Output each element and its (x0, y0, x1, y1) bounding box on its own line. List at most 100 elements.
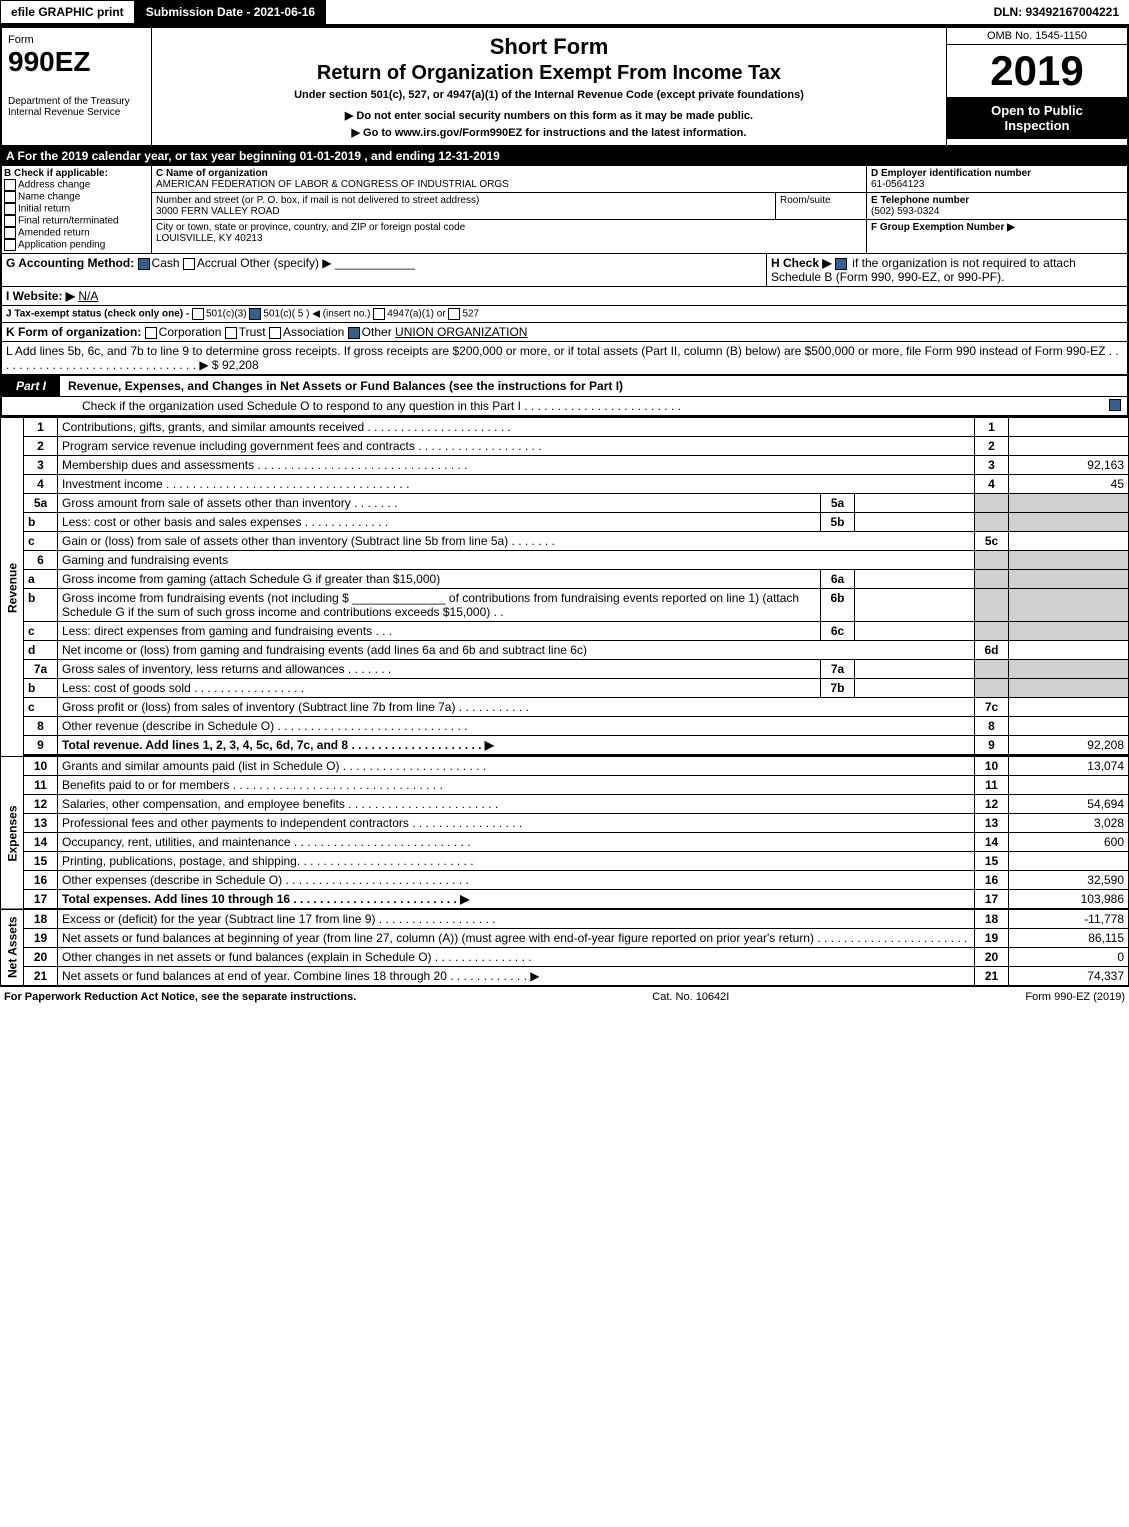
cb-schedule-o-used[interactable] (1109, 399, 1121, 411)
l20-ln: 20 (975, 948, 1009, 967)
room-suite-label: Room/suite (780, 195, 831, 206)
cb-application-pending[interactable] (4, 239, 16, 251)
line-a: A For the 2019 calendar year, or tax yea… (0, 147, 1129, 166)
opt-amended-return: Amended return (18, 228, 90, 239)
l17-text: Total expenses. Add lines 10 through 16 … (58, 890, 975, 910)
l12-num: 12 (24, 795, 58, 814)
cb-address-change[interactable] (4, 179, 16, 191)
l5b-sl: 5b (821, 513, 855, 532)
part-1-check-row: Check if the organization used Schedule … (0, 397, 1129, 417)
submission-date-button[interactable]: Submission Date - 2021-06-16 (135, 0, 326, 24)
l5a-text: Gross amount from sale of assets other t… (58, 494, 821, 513)
g-cash: Cash (152, 256, 180, 270)
l20-text: Other changes in net assets or fund bala… (58, 948, 975, 967)
l6d-amt (1009, 641, 1129, 660)
cb-4947[interactable] (373, 308, 385, 320)
l19-ln: 19 (975, 929, 1009, 948)
subtitle: Under section 501(c), 527, or 4947(a)(1)… (158, 89, 940, 101)
l1-num: 1 (24, 418, 58, 437)
l2-num: 2 (24, 437, 58, 456)
line-a-text: A For the 2019 calendar year, or tax yea… (2, 147, 504, 165)
l6-text: Gaming and fundraising events (58, 551, 975, 570)
k-assoc: Association (283, 325, 344, 339)
l2-amt (1009, 437, 1129, 456)
c-label: C Name of organization (156, 168, 268, 179)
open-to-public: Open to Public (953, 103, 1121, 118)
l10-amt: 13,074 (1009, 757, 1129, 776)
cb-501c[interactable] (249, 308, 261, 320)
ssn-warning: ▶ Do not enter social security numbers o… (158, 109, 940, 122)
opt-name-change: Name change (18, 192, 80, 203)
l21-text: Net assets or fund balances at end of ye… (58, 967, 975, 987)
l15-text: Printing, publications, postage, and shi… (58, 852, 975, 871)
l1-amt (1009, 418, 1129, 437)
l10-num: 10 (24, 757, 58, 776)
l17-ln: 17 (975, 890, 1009, 910)
opt-address-change: Address change (18, 180, 90, 191)
cb-527[interactable] (448, 308, 460, 320)
l13-text: Professional fees and other payments to … (58, 814, 975, 833)
k-trust: Trust (239, 325, 266, 339)
l-text: L Add lines 5b, 6c, and 7b to line 9 to … (6, 344, 1119, 372)
d-label: D Employer identification number (871, 168, 1031, 179)
inspection-label: Inspection (953, 118, 1121, 133)
l18-ln: 18 (975, 909, 1009, 929)
org-name: AMERICAN FEDERATION OF LABOR & CONGRESS … (156, 179, 509, 190)
cb-initial-return[interactable] (4, 203, 16, 215)
cb-other-org[interactable] (348, 327, 360, 339)
l8-num: 8 (24, 717, 58, 736)
cb-final-return[interactable] (4, 215, 16, 227)
l16-amt: 32,590 (1009, 871, 1129, 890)
l6a-sv (855, 570, 975, 589)
l6d-num: d (24, 641, 58, 660)
form-number: 990EZ (8, 46, 145, 78)
l21-num: 21 (24, 967, 58, 987)
l7c-amt (1009, 698, 1129, 717)
l11-ln: 11 (975, 776, 1009, 795)
l4-num: 4 (24, 475, 58, 494)
cb-accrual[interactable] (183, 258, 195, 270)
l16-num: 16 (24, 871, 58, 890)
footer-left: For Paperwork Reduction Act Notice, see … (4, 991, 356, 1003)
l21-ln: 21 (975, 967, 1009, 987)
l15-num: 15 (24, 852, 58, 871)
efile-button[interactable]: efile GRAPHIC print (0, 0, 135, 24)
l6d-text: Net income or (loss) from gaming and fun… (58, 641, 975, 660)
l14-amt: 600 (1009, 833, 1129, 852)
g-label: G Accounting Method: (6, 256, 134, 270)
l15-ln: 15 (975, 852, 1009, 871)
top-toolbar: efile GRAPHIC print Submission Date - 20… (0, 0, 1129, 26)
l7b-sv (855, 679, 975, 698)
l6c-sv (855, 622, 975, 641)
part-1-label: Part I (2, 376, 60, 396)
form-word: Form (8, 34, 145, 46)
l12-amt: 54,694 (1009, 795, 1129, 814)
l10-text: Grants and similar amounts paid (list in… (58, 757, 975, 776)
l8-amt (1009, 717, 1129, 736)
opt-initial-return: Initial return (18, 204, 70, 215)
l1-text: Contributions, gifts, grants, and simila… (58, 418, 975, 437)
l5b-sv (855, 513, 975, 532)
tax-year: 2019 (947, 45, 1127, 97)
cb-name-change[interactable] (4, 191, 16, 203)
goto-link[interactable]: ▶ Go to www.irs.gov/Form990EZ for instru… (352, 127, 747, 139)
cb-assoc[interactable] (269, 327, 281, 339)
j-527: 527 (462, 309, 479, 320)
l7b-num: b (24, 679, 58, 698)
phone-value: (502) 593-0324 (871, 206, 939, 217)
h-label: H Check ▶ (771, 256, 832, 270)
part-1-check-text: Check if the organization used Schedule … (82, 399, 681, 413)
l7c-ln: 7c (975, 698, 1009, 717)
k-other-value: UNION ORGANIZATION (395, 325, 527, 339)
street-value: 3000 FERN VALLEY ROAD (156, 206, 280, 217)
cb-schedule-b[interactable] (835, 258, 847, 270)
l18-amt: -11,778 (1009, 909, 1129, 929)
opt-final-return: Final return/terminated (18, 216, 119, 227)
cb-cash[interactable] (138, 258, 150, 270)
cb-corp[interactable] (145, 327, 157, 339)
cb-amended-return[interactable] (4, 227, 16, 239)
cb-501c3[interactable] (192, 308, 204, 320)
l7a-text: Gross sales of inventory, less returns a… (58, 660, 821, 679)
cb-trust[interactable] (225, 327, 237, 339)
j-501c3: 501(c)(3) (206, 309, 247, 320)
